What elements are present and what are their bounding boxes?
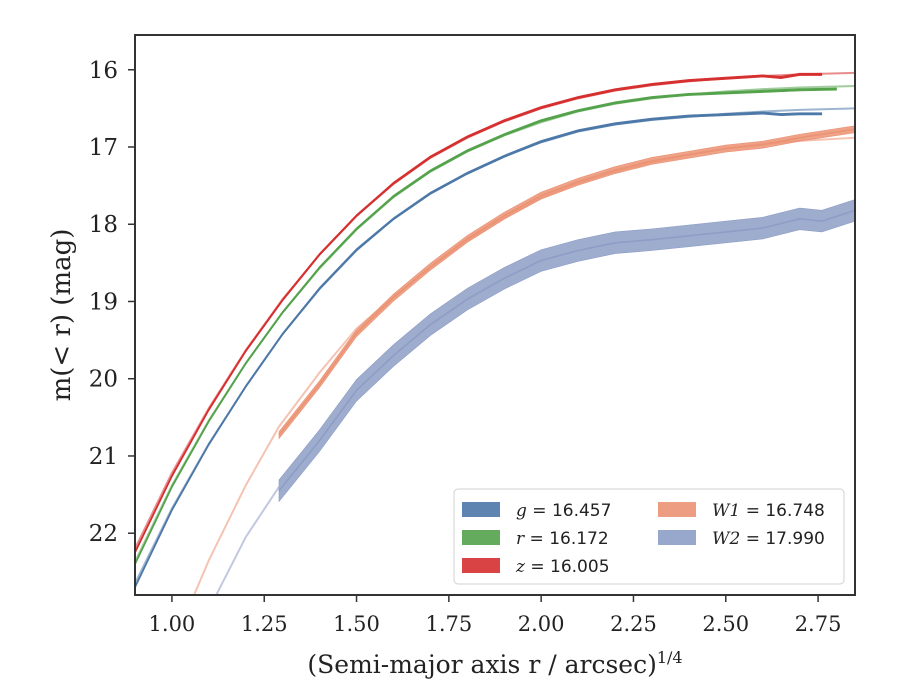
legend-item: r = 16.172 (462, 529, 609, 549)
y-tick-label: 18 (89, 212, 118, 238)
legend-item: W2 = 17.990 (658, 529, 825, 549)
legend-label: W2 = 17.990 (712, 529, 825, 549)
x-tick-label: 1.75 (425, 612, 472, 636)
axis-ticks: 1.00 1.25 1.50 1.75 2.00 2.25 2.50 2.75 16 17 18 19… (89, 58, 842, 636)
legend: g = 16.457 r = 16.172 z = 16.005 W1 = 16.74… (453, 488, 845, 585)
legend-swatch (462, 502, 500, 517)
series-4 (215, 199, 855, 595)
series-4-model-line (215, 486, 280, 595)
x-tick-label: 2.50 (702, 612, 749, 636)
series-4-observed-band (278, 199, 855, 503)
y-tick-label: 20 (89, 367, 118, 393)
legend-swatch (658, 530, 696, 545)
x-tick-label: 2.25 (610, 612, 657, 636)
x-axis-label: (Semi-major axis r / arcsec)1/4 (307, 648, 682, 679)
y-tick-label: 17 (89, 135, 118, 161)
legend-label: g = 16.457 (516, 501, 611, 521)
x-axis-label-exponent: 1/4 (657, 648, 683, 667)
legend-label: W1 = 16.748 (712, 501, 825, 521)
x-tick-label: 1.00 (149, 612, 196, 636)
series-2 (135, 71, 855, 554)
legend-swatch (658, 502, 696, 517)
x-tick-label: 2.00 (518, 612, 565, 636)
plot-area (135, 71, 855, 595)
legend-label: r = 16.172 (516, 529, 609, 549)
x-tick-label: 1.25 (241, 612, 288, 636)
series-0-observed-line (135, 112, 822, 588)
series-1-observed-line (135, 88, 837, 565)
series-0 (135, 107, 855, 589)
y-tick-label: 19 (89, 289, 118, 315)
legend-frame (453, 488, 845, 585)
legend-label: z = 16.005 (515, 557, 610, 577)
legend-swatch (462, 558, 500, 573)
x-tick-label: 2.75 (795, 612, 842, 636)
series-2-observed-line (135, 73, 822, 553)
y-axis-label: m(< r) (mag) (47, 229, 77, 402)
legend-swatch (462, 530, 500, 545)
series-3 (193, 125, 855, 595)
y-tick-label: 21 (89, 444, 118, 470)
axes-frame (134, 34, 856, 596)
series-3-observed-line (278, 128, 855, 436)
series-3-observed-band (278, 125, 855, 440)
series-0-observed-band (135, 111, 823, 589)
y-tick-label: 22 (89, 521, 118, 547)
series-1 (135, 84, 855, 566)
x-tick-label: 1.50 (333, 612, 380, 636)
y-tick-label: 16 (89, 58, 118, 84)
legend-item: g = 16.457 (462, 501, 611, 521)
legend-item: W1 = 16.748 (658, 501, 825, 521)
legend-item: z = 16.005 (462, 557, 610, 577)
series-4-observed-line (278, 209, 855, 492)
